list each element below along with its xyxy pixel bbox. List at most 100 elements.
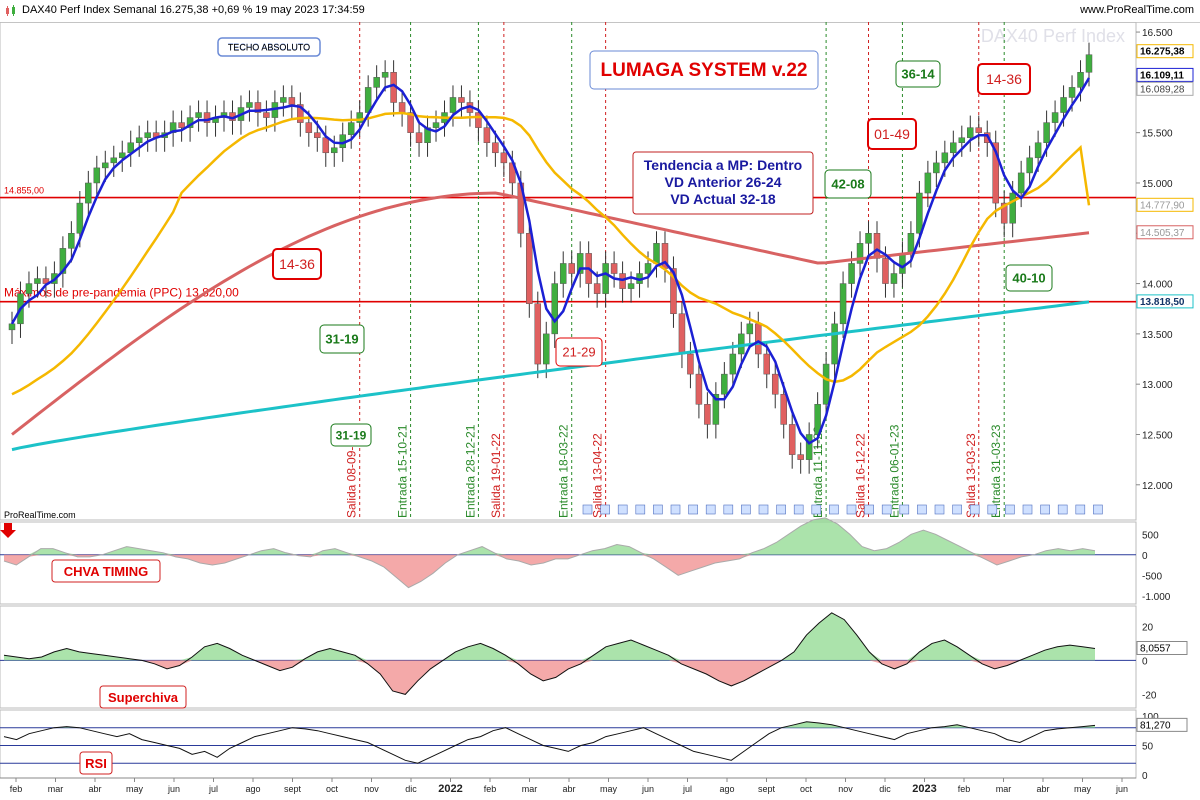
price-label-box [1136, 197, 1194, 212]
x-tick-label: oct [326, 784, 339, 794]
candle-body [1017, 172, 1025, 194]
candle-body [899, 253, 906, 274]
candle-body [721, 373, 728, 395]
candle-body [526, 233, 533, 304]
signal-label: Entrada 06-01-23 [887, 424, 901, 518]
candle-body [729, 353, 737, 375]
signal-label: Entrada 18-03-22 [557, 424, 571, 518]
candle-body [797, 454, 804, 460]
signal-label: Salida 13-03-23 [964, 433, 978, 518]
x-tick-label: may [600, 784, 618, 794]
candle-body [254, 102, 262, 113]
event-marker-icon [899, 504, 910, 515]
indicator-line [3, 517, 1096, 589]
price-tick-label: 12.500 [1142, 430, 1173, 441]
candle-body [1051, 112, 1059, 123]
event-marker-icon [600, 504, 610, 515]
candle-body [203, 112, 211, 123]
candle-body [263, 112, 270, 118]
candle-body [958, 137, 966, 143]
event-marker-icon [1093, 504, 1103, 515]
candle-body [822, 363, 830, 405]
x-tick-label: abr [88, 784, 101, 794]
instrument-title: DAX40 Perf Index Semanal 16.275,38 +0,69… [22, 4, 365, 16]
price-tick-label: 15.500 [1142, 129, 1173, 140]
indicator-name: Superchiva [108, 690, 179, 705]
candle-body [950, 142, 957, 154]
price-tick-label: 15.000 [1142, 179, 1173, 190]
indicator-value-label: 8,0557 [1140, 644, 1171, 655]
watermark: DAX40 Perf Index [981, 26, 1125, 46]
candle-body [543, 333, 550, 365]
event-marker-icon [1075, 504, 1086, 515]
candle-body [1009, 192, 1016, 224]
candle-body [856, 243, 864, 264]
price-label-text: 14.777,90 [1140, 200, 1185, 211]
indicator-tick-label: 20 [1142, 622, 1154, 633]
indicator-name-box [79, 751, 113, 775]
signal-label: Salida 13-04-22 [591, 433, 605, 518]
signal-label: Entrada 28-12-21 [463, 424, 477, 518]
indicator-name-box [99, 685, 187, 709]
score-label: 01-49 [874, 126, 910, 142]
trend-line-text: VD Anterior 26-24 [665, 174, 782, 190]
x-tick-label: may [1074, 784, 1092, 794]
system-title-box [589, 50, 819, 90]
score-box [555, 337, 603, 367]
candle-body [449, 97, 457, 113]
indicator-tick-label: 100 [1142, 712, 1159, 723]
indicator-panel-frame [0, 605, 1137, 709]
indicator-line [3, 612, 1096, 695]
candle-body [712, 393, 720, 425]
candle-body [593, 283, 601, 294]
candle-body [195, 112, 202, 118]
candle-body [288, 97, 296, 105]
indicator-tick-label: 500 [1142, 530, 1159, 541]
candle-body [356, 112, 363, 123]
candle-body [890, 273, 898, 284]
price-tick-label: 12.000 [1142, 481, 1173, 492]
ma-mid-line [11, 111, 1091, 396]
event-marker-icon [617, 504, 628, 515]
signal-label: Entrada 11-11-22 [811, 426, 825, 518]
candle-body [492, 142, 499, 154]
event-marker-icon [1040, 504, 1050, 515]
candle-body [415, 132, 423, 143]
x-tick-label: jul [208, 784, 218, 794]
candle-body [916, 192, 923, 234]
indicator-tick-label: 0 [1142, 771, 1148, 782]
site-link[interactable]: www.ProRealTime.com [1080, 4, 1194, 16]
indicator-tick-label: 0 [1142, 656, 1148, 667]
chart-canvas[interactable]: DAX40 Perf Index16.50016.00015.50015.000… [0, 22, 1200, 800]
ppc-label: Máximos de pre-pandemia (PPC) 13.820,00 [4, 286, 239, 300]
event-marker-icon [758, 504, 769, 515]
techo-absoluto-label-box [217, 37, 321, 57]
event-marker-icon [917, 504, 927, 515]
candle-body [381, 72, 389, 78]
indicator-positive-fill [4, 517, 1095, 555]
candle-body [314, 132, 321, 138]
indicator-value-label: 81,270 [1140, 720, 1171, 731]
candle-body [246, 102, 253, 108]
indicator-panel-frame [0, 521, 1137, 605]
indicator-tick-label: 50 [1142, 741, 1154, 752]
candle-body [814, 404, 821, 435]
x-tick-label: mar [996, 784, 1012, 794]
candle-body [144, 132, 151, 138]
candle-body [398, 102, 406, 113]
candle-body [8, 323, 16, 331]
candle-body [331, 147, 338, 154]
x-tick-label: 2022 [438, 783, 462, 795]
x-tick-label: jun [167, 784, 180, 794]
candle-body [297, 104, 304, 123]
candle-body [76, 202, 84, 234]
event-marker-icon [723, 504, 734, 515]
x-tick-label: abr [1036, 784, 1049, 794]
x-tick-label: mar [48, 784, 64, 794]
candle-body [34, 278, 41, 284]
price-tick-label: 16.500 [1142, 28, 1173, 39]
candle-body [610, 263, 618, 274]
candle-body [653, 243, 660, 264]
candle-body [568, 263, 575, 274]
price-label-text: 16.275,38 [1140, 47, 1185, 58]
